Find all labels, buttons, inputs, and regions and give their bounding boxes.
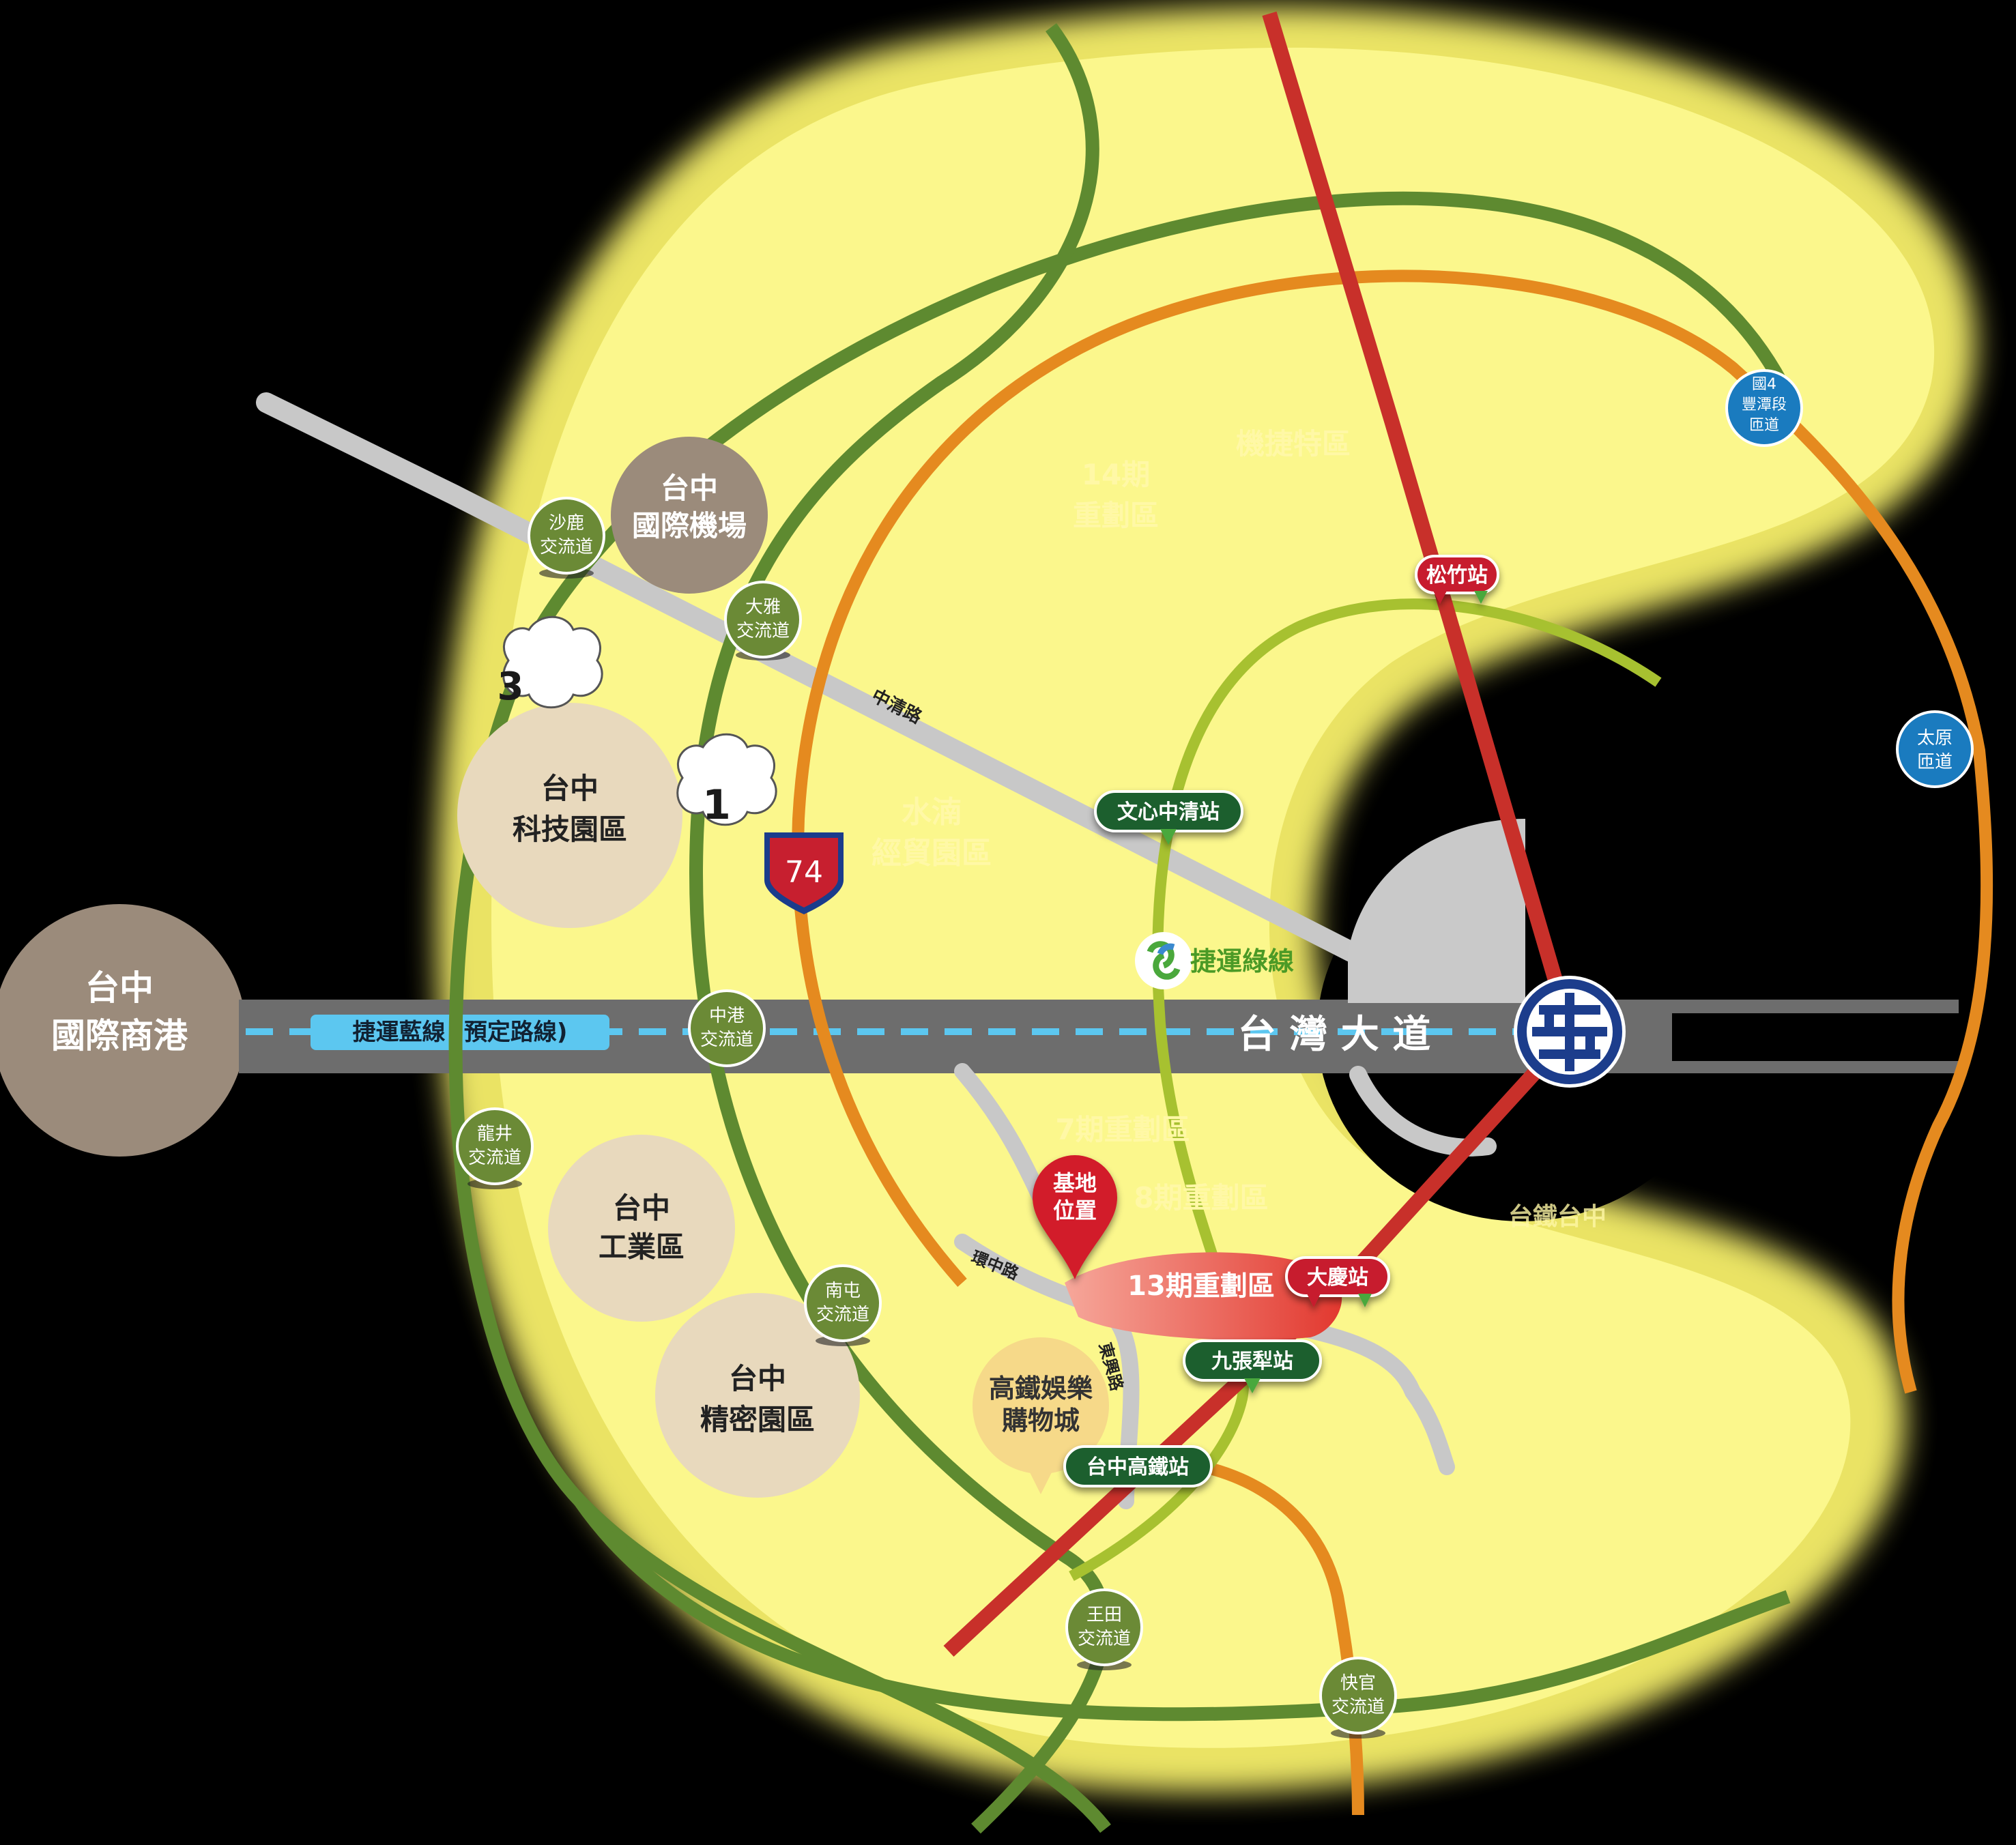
- taiwan-railway-logo-icon[interactable]: [1514, 976, 1626, 1088]
- svg-text:74: 74: [785, 855, 823, 890]
- interchange-longjing[interactable]: 龍井 交流道: [456, 1107, 534, 1189]
- shuinan-label-line1: 水湳: [902, 795, 962, 830]
- svg-text:台中: 台中: [661, 471, 718, 505]
- gray-arc-tra: [1348, 819, 1525, 1003]
- svg-text:中港: 中港: [709, 1006, 745, 1026]
- svg-text:交流道: 交流道: [700, 1030, 753, 1050]
- phase13-site-area[interactable]: 13期重劃區: [1065, 1252, 1342, 1340]
- station-daqing[interactable]: 大慶站: [1285, 1256, 1390, 1307]
- interchange-shalu[interactable]: 沙鹿 交流道: [528, 497, 605, 579]
- svg-text:捷運綠線: 捷運綠線: [1190, 946, 1294, 976]
- interchange-zhonggang[interactable]: 中港 交流道: [688, 989, 766, 1067]
- phase14-label-line1: 14期: [1082, 458, 1150, 491]
- svg-text:快官: 快官: [1340, 1673, 1376, 1694]
- svg-text:基地: 基地: [1053, 1170, 1097, 1196]
- science-park-circle[interactable]: 台中 科技園區: [457, 703, 682, 928]
- freeway-1-ring: [689, 23, 1112, 1834]
- jijie-label: 機捷特區: [1236, 427, 1351, 461]
- svg-text:南屯: 南屯: [825, 1281, 861, 1301]
- expressway-74-shield[interactable]: 74: [764, 832, 844, 914]
- tra-railway: [1262, 11, 1564, 985]
- interchange-daya[interactable]: 大雅 交流道: [724, 581, 802, 660]
- svg-text:大慶站: 大慶站: [1307, 1266, 1368, 1290]
- svg-text:台中高鐵站: 台中高鐵站: [1086, 1455, 1189, 1479]
- phase7-label: 7期重劃區: [1055, 1113, 1190, 1146]
- interchange-kuaiguan[interactable]: 快官 交流道: [1319, 1657, 1397, 1739]
- avenue-end-block: [1672, 1013, 1959, 1061]
- station-hsr[interactable]: 台中高鐵站: [1063, 1445, 1213, 1487]
- svg-text:台中: 台中: [541, 772, 599, 805]
- port-label-line2: 國際商港: [51, 1016, 188, 1056]
- svg-text:交流道: 交流道: [1078, 1629, 1131, 1649]
- svg-text:匝道: 匝道: [1749, 417, 1779, 434]
- svg-text:交流道: 交流道: [540, 537, 593, 557]
- svg-text:高鐵娛樂: 高鐵娛樂: [989, 1374, 1093, 1404]
- svg-text:台中: 台中: [729, 1362, 786, 1395]
- mrt-green-line-label[interactable]: 捷運綠線: [1135, 932, 1294, 989]
- ramp-fengtan[interactable]: 國4 豐潭段 匝道: [1725, 369, 1803, 447]
- svg-text:3: 3: [498, 665, 524, 709]
- taiwan-avenue-label: 台 灣 大 道: [1238, 1013, 1431, 1057]
- site-pin[interactable]: 基地 位置: [1033, 1155, 1117, 1279]
- svg-text:沙鹿: 沙鹿: [549, 513, 584, 534]
- svg-text:1: 1: [702, 781, 731, 829]
- svg-text:太原: 太原: [1917, 728, 1953, 749]
- yellow-region: [437, 6, 1976, 1793]
- phase13-label: 13期重劃區: [1127, 1270, 1275, 1302]
- shuinan-label-line2: 經貿園區: [872, 836, 992, 871]
- station-wenxin-zhongqing[interactable]: 文心中清站: [1094, 790, 1243, 845]
- airport-circle[interactable]: 台中 國際機場: [611, 437, 768, 594]
- station-songzhu[interactable]: 松竹站: [1415, 555, 1499, 604]
- svg-text:科技園區: 科技園區: [513, 813, 627, 846]
- svg-text:文心中清站: 文心中清站: [1117, 800, 1220, 824]
- mrt-logo-icon: [1135, 932, 1192, 989]
- expressway-74-ring: [792, 270, 1993, 1394]
- phase8-label: 8期重劃區: [1134, 1181, 1268, 1215]
- svg-text:九張犁站: 九張犁站: [1211, 1350, 1293, 1374]
- svg-text:交流道: 交流道: [816, 1305, 869, 1325]
- port-circle[interactable]: 台中 國際商港: [0, 904, 246, 1157]
- zhongqing-road: [256, 392, 1362, 962]
- ramp-taiyuan[interactable]: 太原 匝道: [1896, 710, 1974, 788]
- port-label-line1: 台中: [85, 968, 154, 1008]
- interchange-wangtian[interactable]: 王田 交流道: [1065, 1588, 1143, 1670]
- svg-text:工業區: 工業區: [599, 1230, 685, 1264]
- svg-text:豐潭段: 豐潭段: [1742, 396, 1787, 413]
- svg-text:台中: 台中: [613, 1191, 670, 1225]
- industrial-zone-circle[interactable]: 台中 工業區: [548, 1135, 735, 1322]
- freeway-3-shield[interactable]: 3: [498, 615, 603, 709]
- svg-text:國際機場: 國際機場: [632, 509, 747, 542]
- svg-text:匝道: 匝道: [1917, 752, 1953, 772]
- svg-text:王田: 王田: [1086, 1605, 1122, 1625]
- phase14-label-line2: 重劃區: [1073, 499, 1159, 532]
- svg-text:購物城: 購物城: [1002, 1406, 1080, 1436]
- hsr-mall-circle[interactable]: 高鐵娛樂 購物城: [973, 1337, 1112, 1498]
- svg-text:位置: 位置: [1053, 1197, 1097, 1223]
- svg-text:交流道: 交流道: [468, 1148, 521, 1168]
- interchange-nantun[interactable]: 南屯 交流道: [804, 1264, 882, 1346]
- svg-text:松竹站: 松竹站: [1426, 564, 1488, 587]
- svg-text:精密園區: 精密園區: [700, 1403, 815, 1436]
- svg-text:國4: 國4: [1752, 376, 1776, 393]
- station-jiuzhangli[interactable]: 九張犁站: [1183, 1339, 1322, 1393]
- svg-text:龍井: 龍井: [477, 1124, 513, 1144]
- svg-text:交流道: 交流道: [736, 621, 790, 641]
- svg-text:大雅: 大雅: [745, 597, 781, 618]
- freeway-1-shield[interactable]: 1: [676, 733, 777, 829]
- svg-text:交流道: 交流道: [1331, 1697, 1385, 1717]
- precision-park-circle[interactable]: 台中 精密園區: [655, 1293, 860, 1498]
- taichung-station-partial-label: 台鐵台中: [1508, 1203, 1607, 1231]
- freeway-3-lower: [574, 1497, 1791, 1721]
